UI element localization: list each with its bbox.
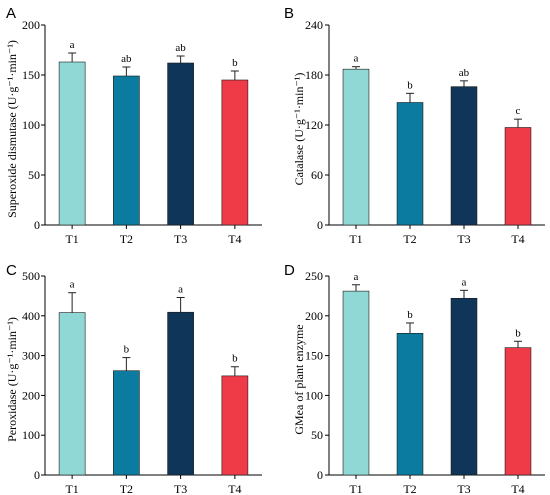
x-tick-label: T4 [511,482,524,495]
significance-letter: b [232,57,238,69]
y-tick-label: 400 [22,309,40,323]
significance-letter: a [70,39,75,51]
y-tick-label: 200 [22,18,40,32]
y-tick-label: 150 [22,68,40,82]
x-tick-label: T3 [457,482,470,495]
y-tick-label: 180 [305,68,323,82]
significance-letter: a [354,53,359,65]
x-tick-label: T2 [120,232,133,246]
significance-letter: b [407,79,413,91]
bar-t4 [221,375,249,476]
significance-letter: ab [459,67,470,79]
significance-letter: b [232,353,238,365]
x-tick-label: T3 [457,232,470,246]
bar-t3 [450,297,478,476]
y-tick-label: 50 [28,168,40,182]
significance-letter: a [70,279,75,291]
y-axis-label: Catalase (U·g⁻¹·min⁻¹) [292,73,306,186]
y-tick-label: 60 [311,168,323,182]
y-tick-label: 0 [317,468,323,482]
significance-letter: c [516,105,521,117]
significance-letter: b [515,327,521,339]
y-tick-label: 200 [22,388,40,402]
x-tick-label: T4 [511,232,524,246]
x-tick-label: T1 [65,482,78,495]
y-axis-label: GMea of plant enzyme [292,324,306,434]
significance-letter: ab [175,42,186,54]
significance-letter: a [462,276,467,288]
y-tick-label: 240 [305,18,323,32]
x-tick-label: T4 [228,232,241,246]
bar-t4 [504,127,532,226]
x-tick-label: T3 [174,482,187,495]
y-tick-label: 150 [305,349,323,363]
y-tick-label: 0 [34,468,40,482]
y-tick-label: 50 [311,428,323,442]
bar-t2 [113,370,140,476]
bar-t2 [396,102,424,226]
bar-t1 [342,68,370,226]
y-tick-label: 250 [305,269,323,283]
bar-t4 [221,79,249,226]
y-tick-label: 100 [305,388,323,402]
x-tick-label: T2 [403,232,416,246]
significance-letter: a [178,283,183,295]
panel-letter: A [6,5,16,22]
x-tick-label: T2 [403,482,416,495]
bar-t2 [396,333,424,476]
y-tick-label: 200 [305,309,323,323]
panel-letter: B [284,5,294,22]
bar-t1 [342,290,370,476]
significance-letter: a [354,271,359,283]
y-tick-label: 300 [22,349,40,363]
x-tick-label: T4 [228,482,241,495]
bar-t3 [167,311,194,476]
panel-letter: C [6,262,17,279]
bar-t4 [504,347,532,476]
panel-letter: D [284,262,295,279]
y-tick-label: 120 [305,118,323,132]
x-tick-label: T1 [349,482,362,495]
y-tick-label: 0 [317,218,323,232]
significance-letter: b [124,344,130,356]
significance-letter: ab [121,53,132,65]
y-tick-label: 100 [22,118,40,132]
y-axis-label: Superoxide dismutase (U·g⁻¹·min⁻¹) [5,40,19,218]
y-axis-label: Peroxidase (U·g⁻¹·min⁻¹) [5,317,19,442]
x-tick-label: T1 [349,232,362,246]
bar-t3 [450,86,478,226]
bar-t2 [113,75,140,226]
bar-t1 [58,61,86,226]
y-tick-label: 500 [22,269,40,283]
x-tick-label: T1 [65,232,78,246]
bar-t1 [58,312,86,476]
bar-t3 [167,62,194,226]
x-tick-label: T3 [174,232,187,246]
x-tick-label: T2 [120,482,133,495]
significance-letter: b [407,309,413,321]
y-tick-label: 100 [22,428,40,442]
y-tick-label: 0 [34,218,40,232]
